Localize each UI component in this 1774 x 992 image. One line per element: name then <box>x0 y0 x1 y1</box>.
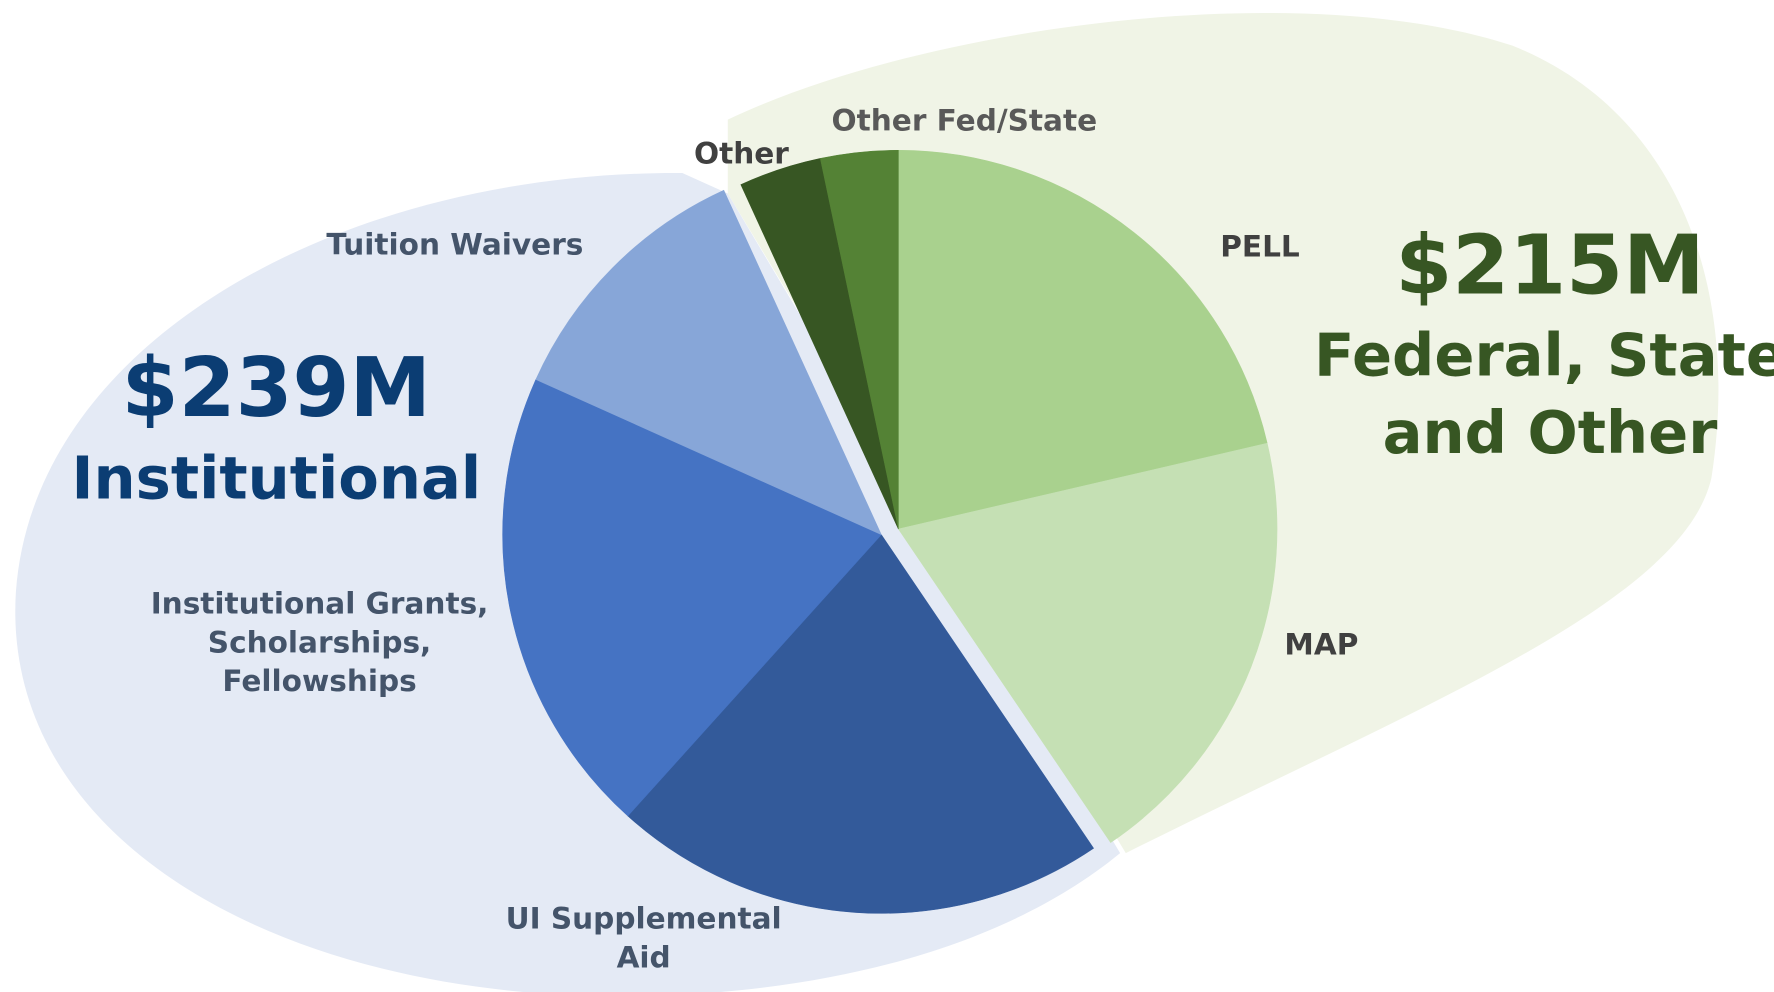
pie-slice <box>627 534 1094 914</box>
pie-slice <box>535 189 882 536</box>
group-name: and Other <box>1383 398 1718 467</box>
slice-label: Other Fed/State <box>832 103 1098 137</box>
slice-label: Aid <box>617 940 671 974</box>
slice-label: Fellowships <box>222 664 416 698</box>
slice-label: UI Supplemental <box>506 902 782 936</box>
slice-label: Institutional Grants, <box>151 587 489 621</box>
slice-label: Scholarships, <box>208 625 431 659</box>
slice-label: PELL <box>1220 230 1300 264</box>
group-name: Federal, State <box>1314 321 1774 390</box>
pie-slice <box>898 150 1268 530</box>
pie-slice <box>897 442 1278 843</box>
pie-slice <box>502 379 882 817</box>
group-name: Institutional <box>72 443 482 512</box>
slice-label: Tuition Waivers <box>326 227 583 261</box>
slice-label: Other <box>694 136 789 170</box>
pie-slice <box>819 150 899 530</box>
group-total: $215M <box>1395 218 1704 313</box>
group-total: $239M <box>122 341 431 436</box>
slice-label: MAP <box>1284 628 1358 662</box>
